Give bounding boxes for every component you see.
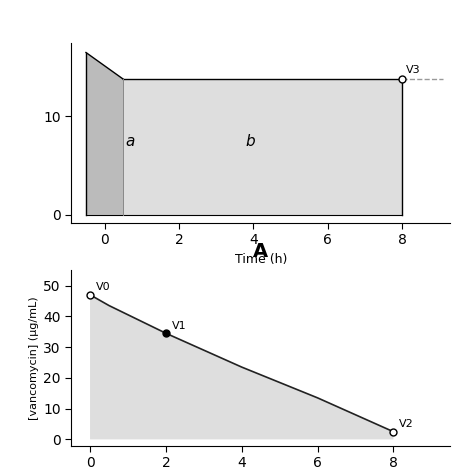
X-axis label: Time (h): Time (h)	[235, 253, 287, 266]
Text: a: a	[125, 134, 135, 149]
Polygon shape	[123, 79, 402, 215]
Text: b: b	[246, 134, 255, 149]
Y-axis label: [vancomycin] (μg/mL): [vancomycin] (μg/mL)	[29, 296, 39, 419]
Text: V0: V0	[96, 283, 110, 292]
Text: V2: V2	[399, 419, 414, 429]
Text: A: A	[253, 242, 268, 261]
Polygon shape	[86, 53, 123, 215]
Polygon shape	[90, 295, 393, 439]
Text: V1: V1	[172, 321, 186, 331]
Text: V3: V3	[406, 65, 420, 75]
